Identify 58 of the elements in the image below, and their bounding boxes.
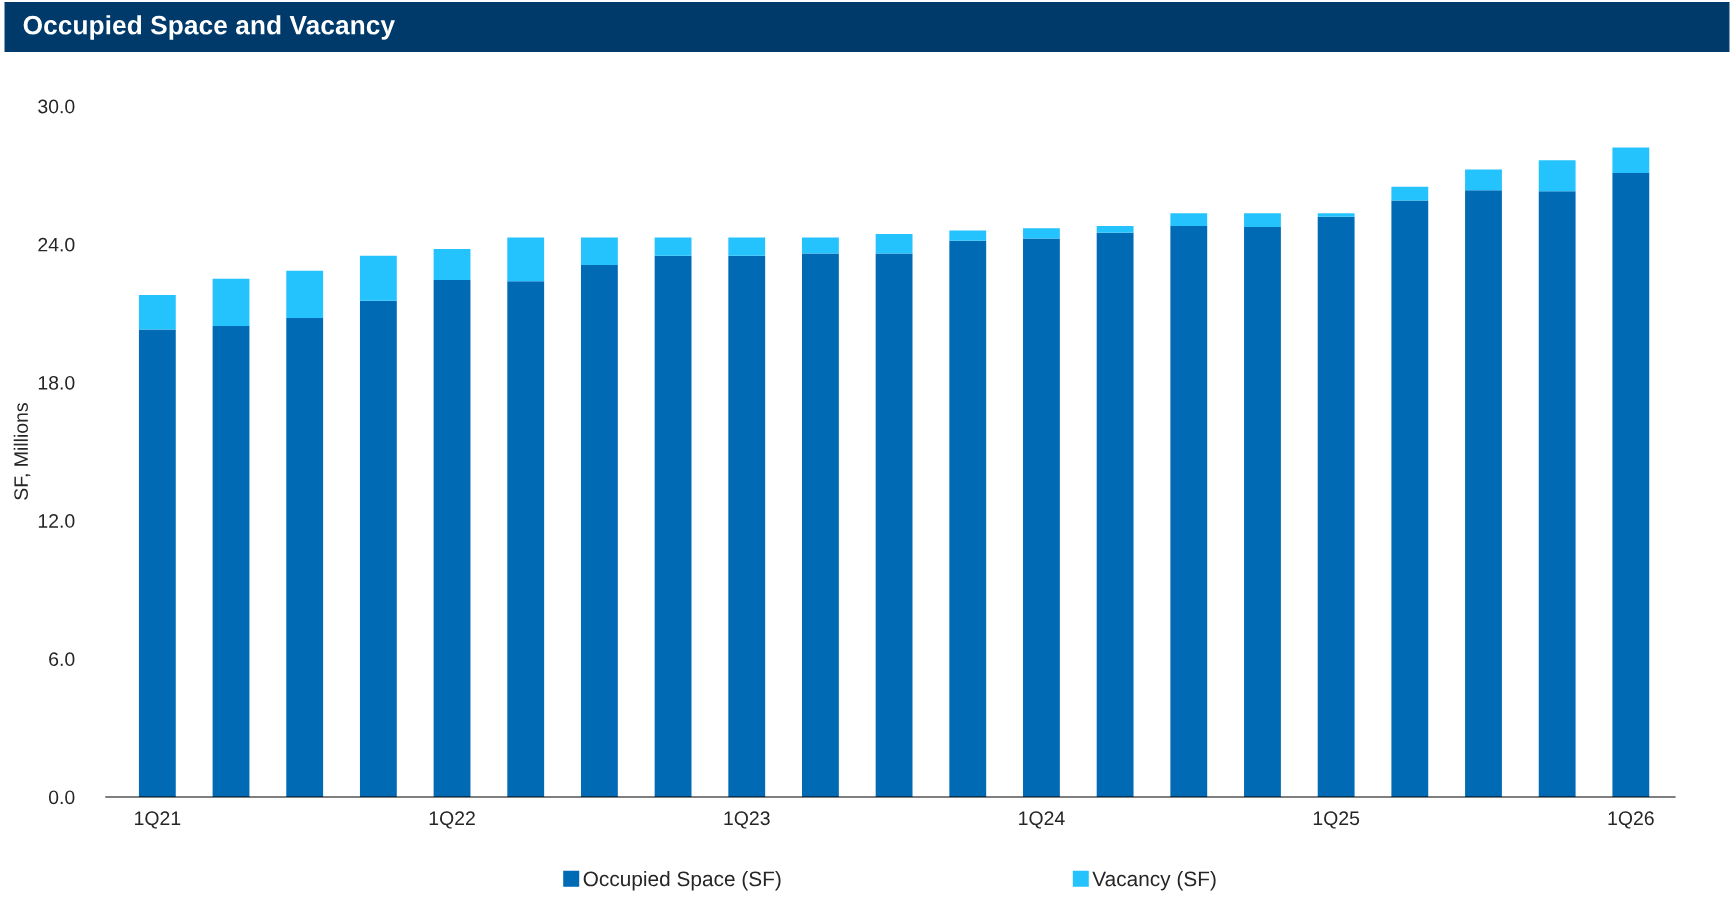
bar (433, 280, 471, 797)
bar (212, 326, 250, 797)
x-tick-label: 1Q23 (724, 811, 770, 829)
bar (1317, 216, 1355, 797)
bar (433, 248, 471, 280)
chart-title: Occupied Space and Vacancy (23, 15, 395, 40)
legend-label: Vacancy (SF) (1092, 870, 1216, 891)
bar (1612, 147, 1650, 173)
bar (286, 317, 324, 797)
bar (359, 255, 397, 301)
bar (1538, 191, 1576, 797)
y-tick-label: 12.0 (38, 514, 75, 528)
bar (1170, 213, 1208, 226)
bar (875, 233, 913, 254)
bar (286, 270, 324, 318)
x-tick-label: 1Q25 (1313, 811, 1360, 829)
bar (949, 240, 987, 797)
bar (1096, 225, 1134, 233)
bar (138, 329, 176, 797)
bar (802, 237, 839, 254)
bar (359, 300, 397, 797)
bar (1465, 169, 1502, 191)
bar (1244, 227, 1281, 797)
bar (802, 253, 839, 797)
y-tick-label: 6.0 (49, 652, 75, 667)
x-tick-label: 1Q21 (135, 811, 181, 829)
bar (1096, 232, 1134, 797)
y-tick-label: 0.0 (48, 790, 75, 805)
bar (1538, 160, 1576, 192)
bar (138, 294, 176, 330)
x-tick-label: 1Q24 (1019, 811, 1065, 829)
x-tick-label: 1Q22 (429, 811, 475, 829)
bar (1612, 172, 1650, 797)
bar (1170, 225, 1208, 797)
bar (1391, 186, 1429, 201)
y-tick-label: 24.0 (38, 237, 75, 252)
bar (1317, 213, 1355, 217)
bar (1023, 228, 1060, 239)
bar (580, 265, 618, 797)
bar (728, 237, 766, 256)
bar (1391, 200, 1429, 797)
bar (1244, 213, 1281, 228)
bar (949, 230, 987, 241)
bar (1023, 238, 1060, 797)
bar (654, 255, 692, 797)
bar (654, 237, 692, 256)
bar (212, 278, 250, 327)
x-tick-label: 1Q26 (1608, 811, 1654, 829)
bar (580, 237, 618, 266)
y-axis-title: SF, Millions (13, 403, 31, 500)
y-tick-label: 18.0 (38, 375, 75, 390)
bar (875, 253, 913, 797)
bar (728, 255, 766, 797)
bar (1465, 190, 1502, 797)
bar (507, 281, 545, 797)
legend-label: Occupied Space (SF) (583, 870, 781, 891)
y-tick-label: 30.0 (38, 99, 75, 114)
bar (507, 237, 545, 282)
